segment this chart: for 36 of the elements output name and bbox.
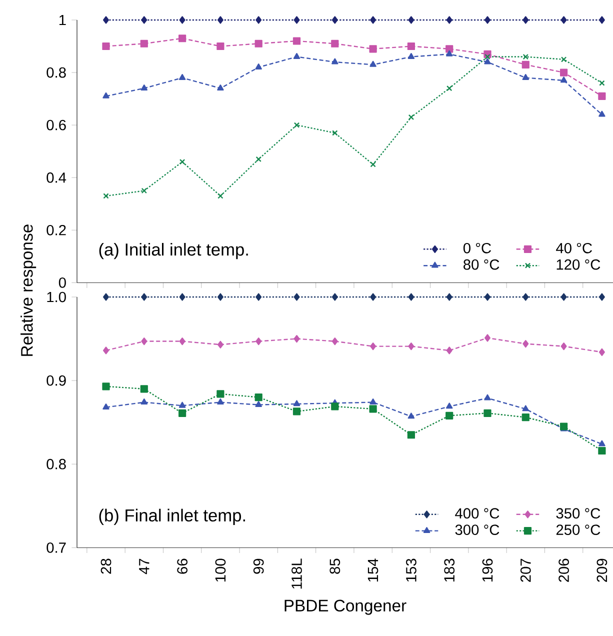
x-tick-label: 85 — [330, 558, 340, 574]
y-tick-label: 1.0 — [47, 292, 66, 302]
x-tick-label: 47 — [138, 558, 150, 574]
legend-label: 350 °C — [556, 508, 600, 519]
y-tick-label: 0.9 — [46, 375, 66, 386]
y-tick-label: 0.8 — [46, 67, 66, 78]
x-tick-label: 28 — [100, 558, 112, 574]
x-tick-label: 153 — [406, 558, 416, 582]
x-tick-label: 118L — [291, 558, 302, 589]
x-tick-label: 209 — [596, 558, 607, 582]
y-tick-label: 0.2 — [46, 224, 66, 236]
y-tick-label: 0.8 — [46, 458, 66, 470]
y-tick-label: 0.4 — [46, 172, 66, 183]
x-tick-label: 154 — [368, 558, 378, 582]
legend-label: 300 °C — [455, 524, 500, 535]
legend-label: 80 °C — [463, 259, 500, 270]
legend-label: 250 °C — [556, 524, 600, 535]
y-axis-title: Relative response — [20, 224, 36, 356]
x-tick-label: 183 — [444, 558, 454, 582]
y-tick-label: 0 — [58, 277, 66, 288]
y-tick-label: 0.6 — [46, 120, 66, 130]
x-tick-label: 206 — [558, 558, 569, 582]
y-tick-label: 0.7 — [46, 542, 66, 553]
x-tick-label: 99 — [253, 558, 264, 574]
x-tick-label: 66 — [176, 558, 188, 574]
legend-label: 40 °C — [556, 242, 592, 254]
annotation: (a) Initial inlet temp. — [99, 242, 248, 260]
annotation: (b) Final inlet temp. — [99, 508, 245, 525]
y-tick-label: 1 — [59, 14, 66, 26]
x-axis-title: PBDE Congener — [284, 600, 406, 615]
legend-label: 120 °C — [556, 259, 600, 270]
x-tick-label: 207 — [520, 558, 531, 582]
x-tick-label: 100 — [215, 558, 226, 582]
legend-label: 400 °C — [454, 508, 500, 519]
x-tick-label: 196 — [482, 558, 493, 582]
legend-label: 0 °C — [463, 242, 491, 254]
